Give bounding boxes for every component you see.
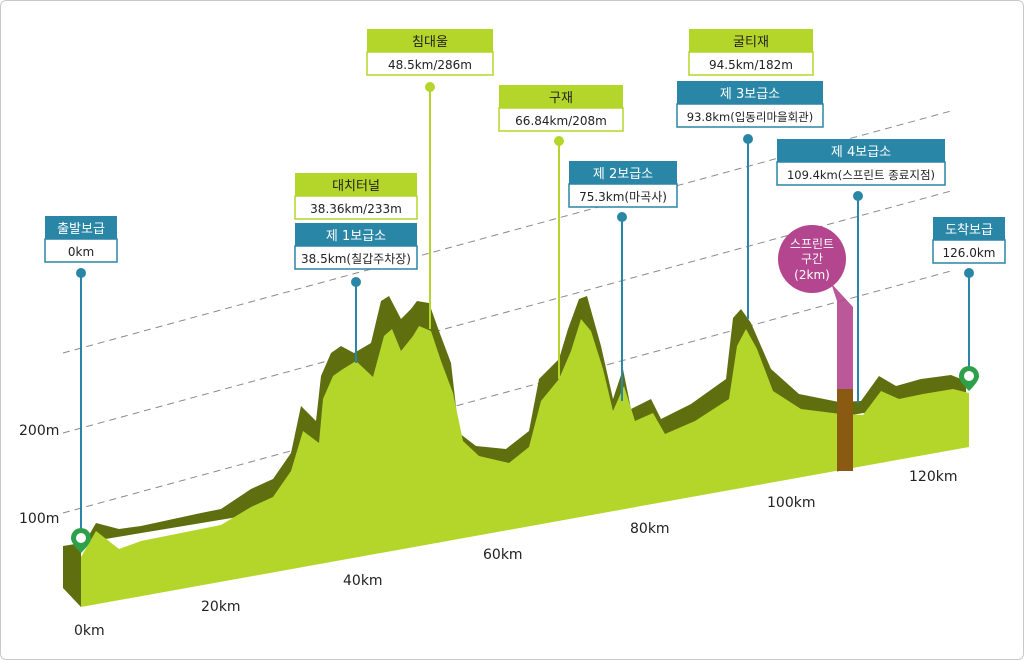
x-tick-label: 100km <box>767 495 815 511</box>
marker-finish-supply: 도착보급 126.0km <box>932 217 1006 391</box>
marker-title: 굴티재 <box>733 35 769 50</box>
elevation-guide-200m <box>62 190 952 434</box>
marker-peak-guje: 구재 66.84km/208m <box>498 85 624 379</box>
marker-title: 구재 <box>549 91 573 106</box>
sprint-label: 구간 <box>801 252 823 266</box>
marker-title: 도착보급 <box>945 223 993 238</box>
marker-supply-3: 제 3보급소 93.8km(입동리마을회관) <box>676 81 824 319</box>
marker-title: 제 4보급소 <box>831 145 891 160</box>
marker-supply-1: 제 1보급소 38.5km(칠갑주차장) <box>294 223 418 363</box>
elevation-guide-300m <box>62 110 952 354</box>
x-tick-label: 20km <box>201 599 241 615</box>
marker-title: 제 1보급소 <box>326 229 386 244</box>
sprint-label: (2km) <box>794 268 830 282</box>
marker-supply-2: 제 2보급소 75.3km(마곡사) <box>568 161 678 401</box>
sprint-label: 스프린트 <box>790 237 834 251</box>
marker-sub: 75.3km(마곡사) <box>579 190 667 204</box>
x-tick-label: 60km <box>483 547 523 563</box>
marker-peak-gulti: 굴티재 94.5km/182m <box>688 29 814 76</box>
marker-sub: 38.36km/233m <box>310 202 402 216</box>
marker-title: 출발보급 <box>57 222 105 237</box>
marker-sub: 38.5km(칠갑주차장) <box>301 252 411 266</box>
marker-title: 침대울 <box>412 35 448 50</box>
marker-sub: 93.8km(입동리마을회관) <box>687 110 814 124</box>
terrain-top-face <box>81 319 969 607</box>
marker-peak-chimdae: 침대울 48.5km/286m <box>366 29 494 329</box>
sprint-zone-bubble: 스프린트 구간 (2km) <box>778 225 846 293</box>
marker-start-supply: 출발보급 0km <box>44 216 118 553</box>
marker-peak-tunnel: 대치터널 38.36km/233m <box>294 173 418 220</box>
marker-sub: 126.0km <box>943 246 996 260</box>
sprint-zone-ground <box>837 389 853 471</box>
marker-sub: 48.5km/286m <box>388 58 472 72</box>
marker-sub: 94.5km/182m <box>709 58 793 72</box>
y-tick-label: 200m <box>19 423 59 439</box>
marker-title: 제 2보급소 <box>593 167 653 182</box>
marker-supply-4: 제 4보급소 109.4km(스프린트 종료지점) <box>776 139 946 403</box>
marker-sub: 66.84km/208m <box>515 114 607 128</box>
elevation-guide-100m <box>62 270 952 514</box>
marker-sub: 109.4km(스프린트 종료지점) <box>787 168 935 182</box>
x-tick-label: 80km <box>630 521 670 537</box>
y-tick-label: 100m <box>19 511 59 527</box>
marker-sub: 0km <box>68 245 94 259</box>
marker-title: 대치터널 <box>332 179 380 194</box>
marker-title: 제 3보급소 <box>720 87 780 102</box>
x-tick-label: 120km <box>909 469 957 485</box>
x-tick-label: 0km <box>74 623 105 639</box>
x-tick-label: 40km <box>343 573 383 589</box>
